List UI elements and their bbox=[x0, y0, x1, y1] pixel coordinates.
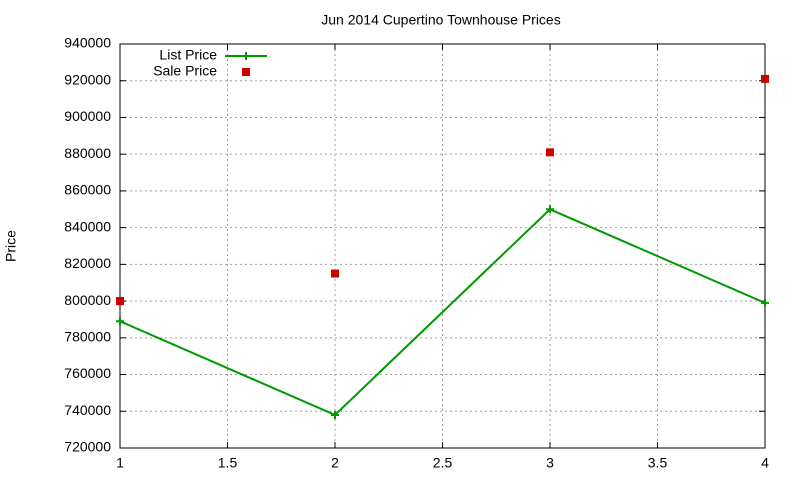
data-point bbox=[546, 148, 554, 157]
y-tick-label: 740000 bbox=[64, 402, 111, 418]
x-tick-label: 1 bbox=[116, 455, 124, 471]
data-point bbox=[331, 410, 339, 419]
data-point bbox=[761, 298, 769, 307]
series-line bbox=[119, 208, 766, 417]
legend-marker bbox=[242, 52, 250, 60]
y-tick-label: 920000 bbox=[64, 71, 111, 87]
x-tick-label: 2 bbox=[331, 455, 339, 471]
data-point bbox=[116, 317, 124, 326]
x-tick-label: 4 bbox=[761, 455, 769, 471]
y-tick-label: 800000 bbox=[64, 292, 111, 308]
data-point bbox=[331, 269, 339, 278]
y-tick-label: 840000 bbox=[64, 218, 111, 234]
x-tick-label: 1.5 bbox=[218, 455, 238, 471]
legend-label: List Price bbox=[159, 47, 217, 63]
y-tick-label: 780000 bbox=[64, 329, 111, 345]
y-tick-label: 820000 bbox=[64, 255, 111, 271]
legend-marker bbox=[242, 68, 250, 76]
y-tick-label: 860000 bbox=[64, 182, 111, 198]
data-point bbox=[116, 297, 124, 306]
plot-border bbox=[119, 43, 766, 449]
data-point bbox=[546, 205, 554, 214]
legend-label: Sale Price bbox=[153, 63, 217, 79]
chart-title: Jun 2014 Cupertino Townhouse Prices bbox=[321, 12, 560, 28]
data-point bbox=[761, 74, 769, 83]
y-tick-label: 900000 bbox=[64, 108, 111, 124]
y-tick-label: 760000 bbox=[64, 365, 111, 381]
x-tick-label: 2.5 bbox=[433, 455, 453, 471]
x-tick-label: 3 bbox=[546, 455, 554, 471]
y-tick-label: 880000 bbox=[64, 145, 111, 161]
y-tick-label: 720000 bbox=[64, 439, 111, 455]
y-axis-label: Price bbox=[3, 230, 19, 262]
x-tick-label: 3.5 bbox=[648, 455, 668, 471]
y-tick-label: 940000 bbox=[64, 35, 111, 51]
